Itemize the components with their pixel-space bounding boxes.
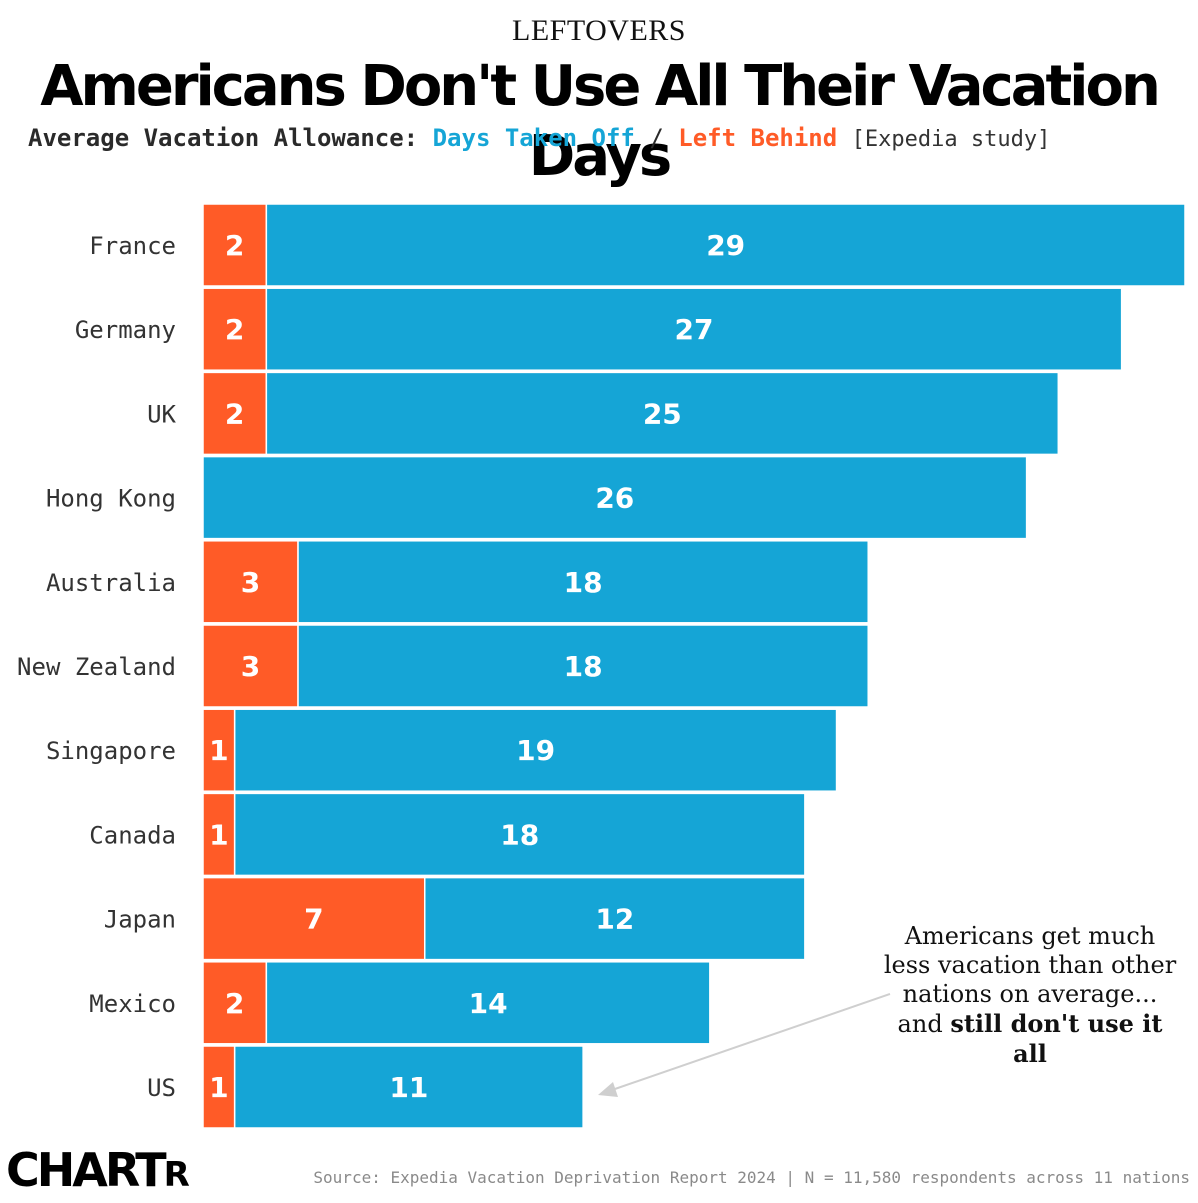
value-left-behind-australia: 3 [241, 566, 260, 599]
value-left-behind-singapore: 1 [209, 734, 228, 767]
bar-days-taken-france [265, 203, 1186, 287]
bar-left-behind-new-zealand [202, 624, 299, 708]
value-left-behind-germany: 2 [225, 313, 244, 346]
chart-subtitle: Average Vacation Allowance: Days Taken O… [28, 124, 1178, 152]
bar-left-behind-mexico [202, 961, 268, 1045]
source-note: Source: Expedia Vacation Deprivation Rep… [313, 1168, 1190, 1187]
bar-left-behind-uk [202, 371, 268, 456]
category-label-uk: UK [147, 400, 176, 428]
category-label-canada: Canada [89, 821, 176, 849]
value-left-behind-new-zealand: 3 [241, 650, 260, 683]
chart-kicker: LEFTOVERS [512, 14, 686, 47]
legend-separator: / [649, 124, 664, 152]
value-days-taken-canada: 18 [500, 818, 539, 851]
bar-days-taken-mexico [265, 961, 711, 1045]
value-left-behind-france: 2 [225, 229, 244, 262]
value-days-taken-australia: 18 [564, 566, 603, 599]
value-days-taken-japan: 12 [595, 903, 634, 936]
category-label-hong-kong: Hong Kong [46, 485, 176, 513]
annotation-arrow [598, 993, 891, 1097]
value-days-taken-us: 11 [389, 1071, 428, 1104]
bar-left-behind-singapore [202, 708, 236, 792]
category-label-mexico: Mexico [89, 990, 176, 1018]
bar-left-behind-france [202, 203, 268, 287]
annotation-bold: still don't use it all [950, 1009, 1163, 1068]
value-days-taken-uk: 25 [643, 397, 682, 430]
value-left-behind-japan: 7 [304, 903, 323, 936]
annotation-arrow-line [611, 993, 891, 1091]
value-left-behind-mexico: 2 [225, 987, 244, 1020]
bar-left-behind-us [202, 1045, 236, 1129]
chartr-logo: CHARTR [6, 1143, 190, 1197]
category-label-new-zealand: New Zealand [17, 653, 176, 681]
subtitle-prefix: Average Vacation Allowance: [28, 124, 419, 152]
annotation-plain: Americans get much less vacation than ot… [883, 922, 1177, 1038]
value-left-behind-us: 1 [209, 1071, 228, 1104]
bar-days-taken-uk [265, 371, 1060, 456]
legend-left-behind: Left Behind [678, 124, 838, 152]
bar-days-taken-singapore [233, 708, 838, 792]
category-label-germany: Germany [75, 316, 176, 344]
annotation-arrow-head [598, 1082, 618, 1097]
bar-days-taken-hong-kong [202, 455, 1028, 540]
category-label-singapore: Singapore [46, 737, 176, 765]
subtitle-source: [Expedia study] [851, 127, 1051, 152]
bar-days-taken-australia [297, 540, 869, 624]
value-days-taken-germany: 27 [675, 313, 714, 346]
value-left-behind-uk: 2 [225, 397, 244, 430]
category-label-australia: Australia [46, 569, 176, 597]
category-labels-group: France Germany UK Hong Kong Australia New Zea… [17, 232, 176, 1102]
value-days-taken-new-zealand: 18 [564, 650, 603, 683]
category-label-france: France [89, 232, 176, 260]
bar-days-taken-canada [233, 792, 806, 877]
bar-days-taken-japan [423, 876, 806, 961]
bar-left-behind-australia [202, 540, 299, 624]
category-label-us: US [147, 1074, 176, 1102]
value-days-taken-france: 29 [706, 229, 745, 262]
bar-days-taken-us [233, 1045, 584, 1129]
legend-days-taken: Days Taken Off [432, 124, 635, 152]
value-left-behind-canada: 1 [209, 818, 228, 851]
bar-days-taken-new-zealand [297, 624, 869, 708]
bar-left-behind-germany [202, 287, 268, 371]
bar-days-taken-germany [265, 287, 1123, 371]
value-days-taken-hong-kong: 26 [595, 482, 634, 515]
value-days-taken-singapore: 19 [516, 734, 555, 767]
chart-title: Americans Don't Use All Their Vacation D… [40, 54, 1161, 189]
category-label-japan: Japan [104, 906, 176, 934]
value-days-taken-mexico: 14 [469, 987, 508, 1020]
annotation-text: Americans get much less vacation than ot… [880, 922, 1180, 1069]
